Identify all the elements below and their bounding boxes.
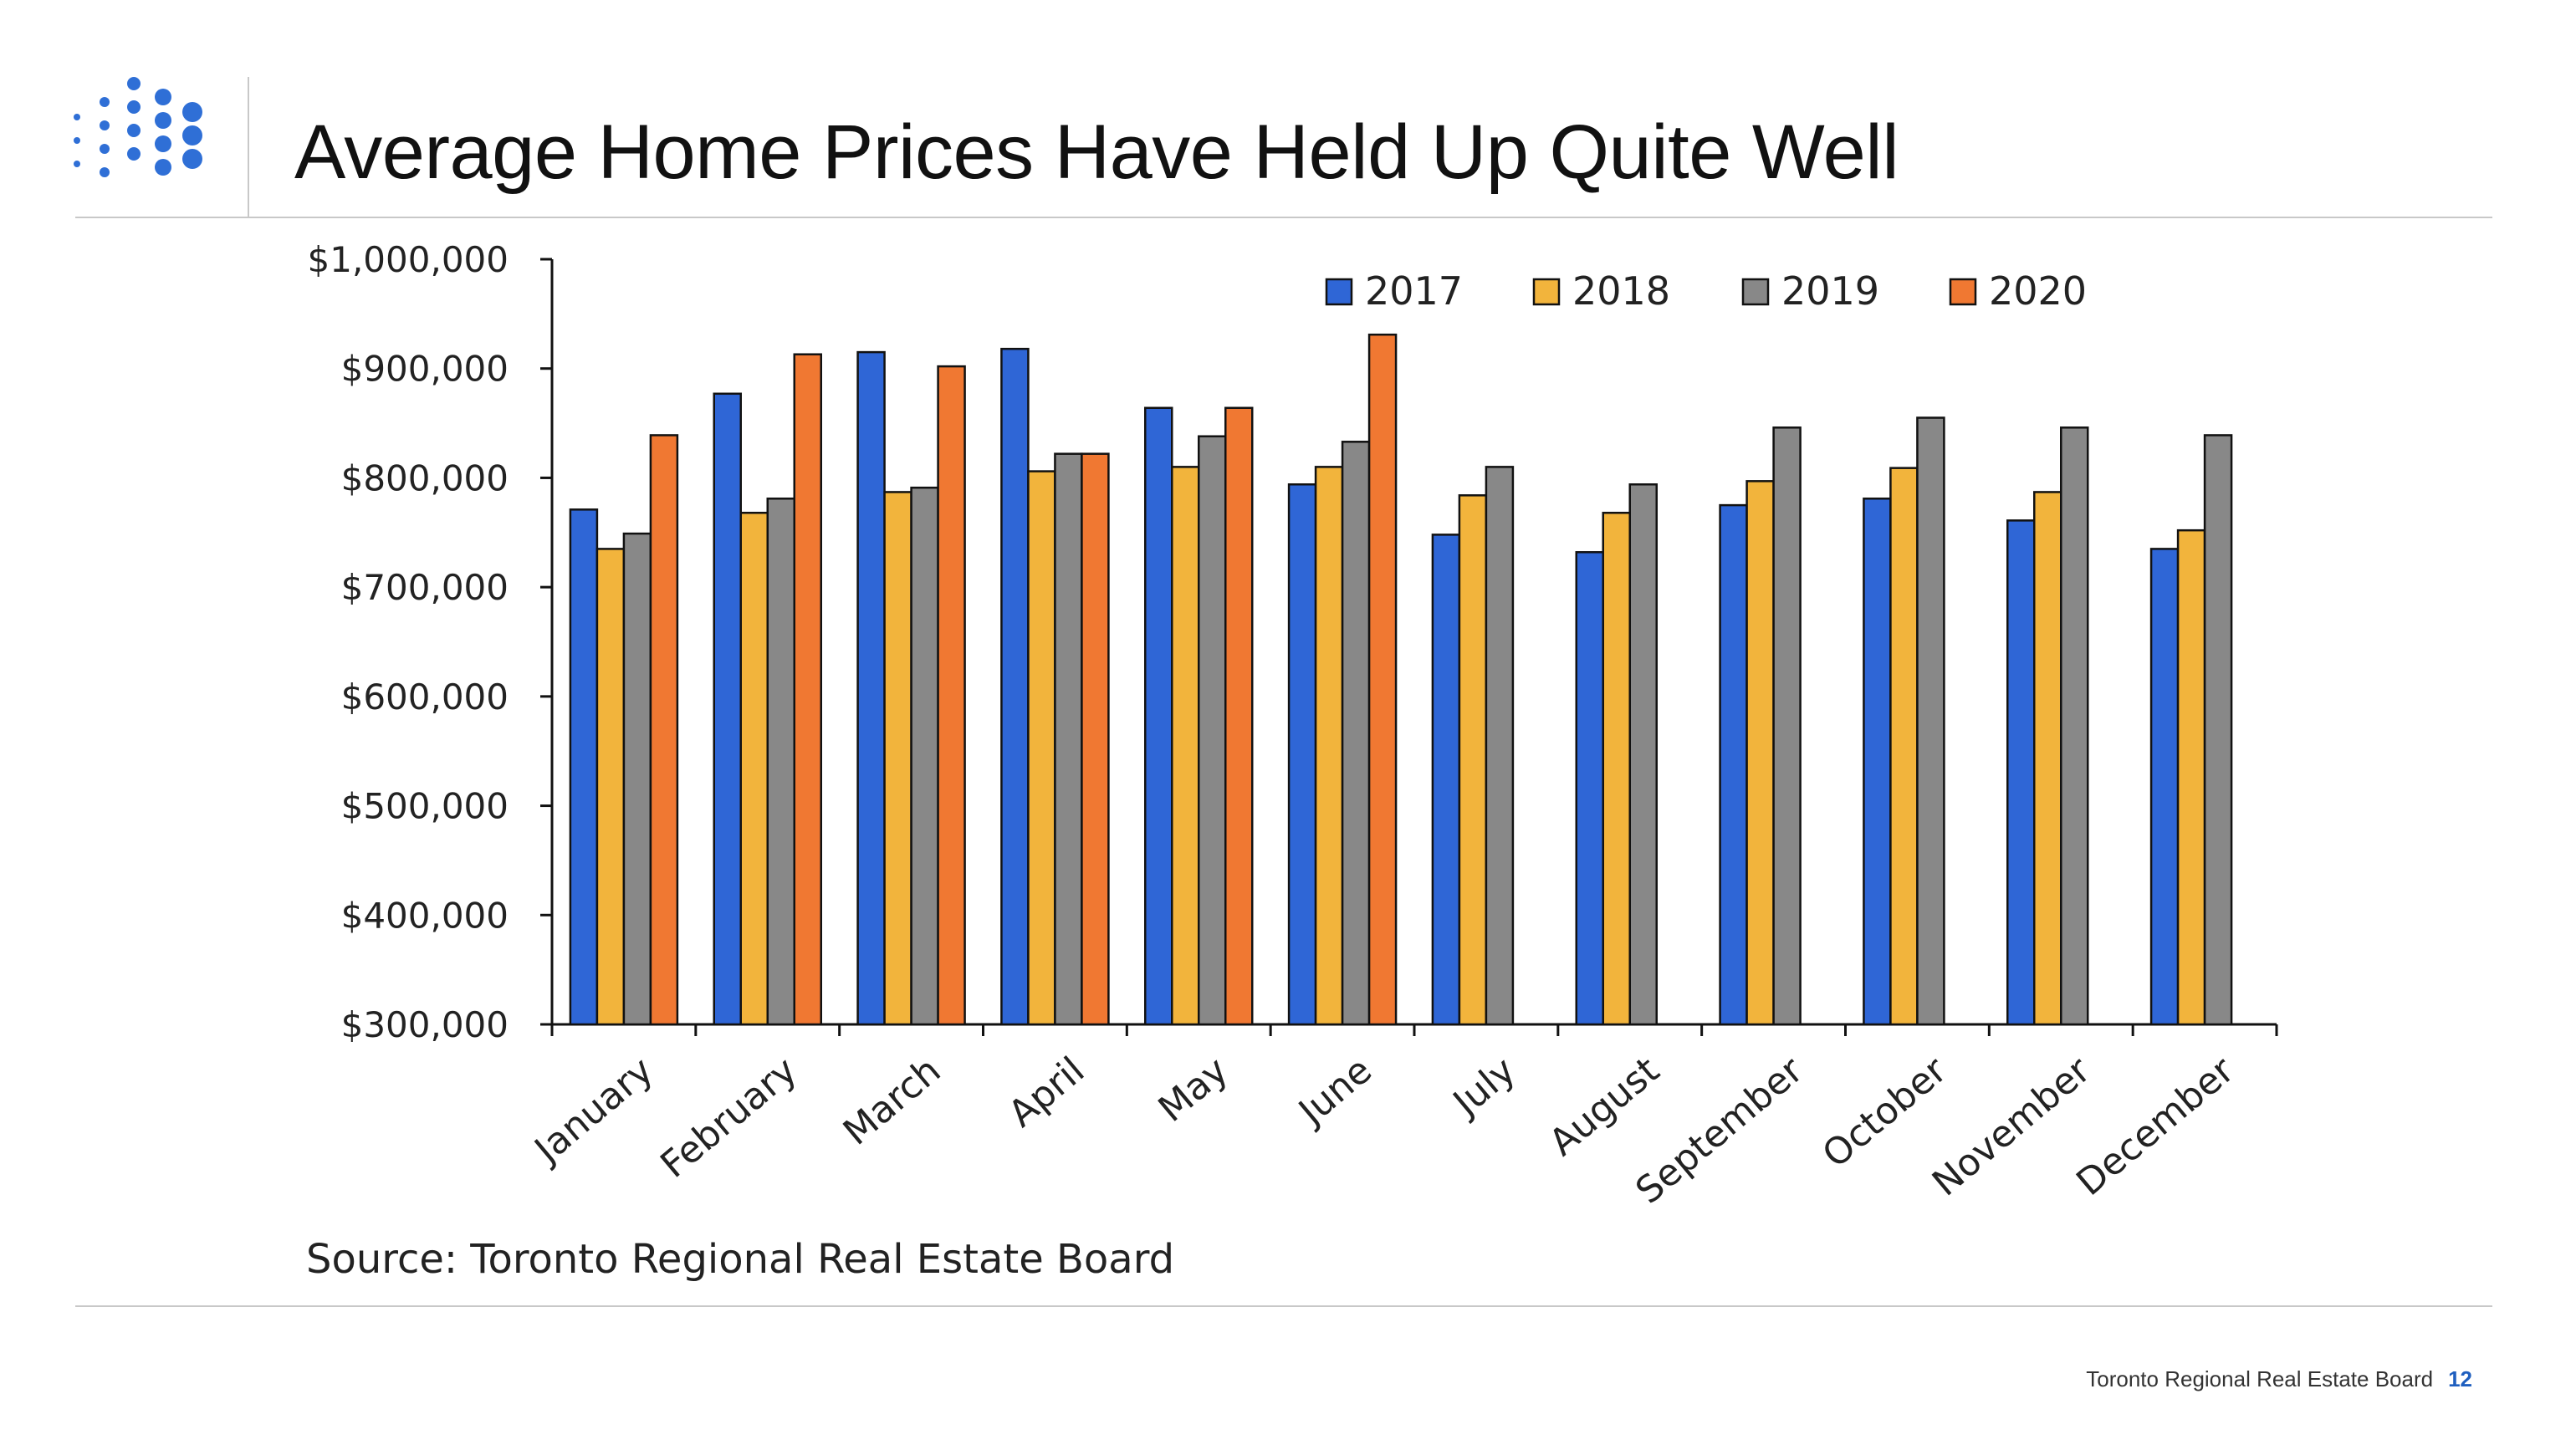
- x-tick-label: March: [836, 1049, 949, 1153]
- bar-2017-February: [713, 392, 742, 1026]
- logo-dot-1-0: [100, 97, 110, 107]
- legend-label-2017: 2017: [1365, 268, 1463, 314]
- bar-2019-October: [1916, 416, 1945, 1026]
- dot-grid-logo-icon: [74, 77, 202, 177]
- bar-2018-October: [1889, 467, 1919, 1026]
- bar-2017-May: [1144, 406, 1173, 1026]
- x-tick-label: November: [1924, 1049, 2099, 1205]
- bar-2020-March: [937, 365, 966, 1026]
- y-tick-label: $800,000: [341, 457, 509, 498]
- x-tick-label: February: [652, 1049, 805, 1186]
- bar-2017-December: [2149, 548, 2180, 1026]
- bar-2019-June: [1341, 441, 1371, 1026]
- bar-2018-December: [2176, 528, 2206, 1026]
- bar-2017-September: [1719, 503, 1748, 1026]
- y-tick-label: $600,000: [341, 677, 509, 717]
- x-tick-label: May: [1151, 1049, 1236, 1131]
- logo-dot-3-1: [155, 112, 171, 129]
- y-tick-label: $400,000: [341, 895, 509, 936]
- bar-2017-March: [856, 350, 886, 1026]
- legend-label-2019: 2019: [1781, 268, 1879, 314]
- bar-2017-November: [2006, 519, 2036, 1026]
- bar-2017-October: [1863, 498, 1892, 1026]
- logo-dot-4-0: [182, 102, 202, 122]
- source-note: Source: Toronto Regional Real Estate Boa…: [306, 1236, 1175, 1283]
- bar-2018-May: [1171, 466, 1200, 1026]
- legend-swatch-2019: [1741, 278, 1770, 306]
- bar-2019-March: [910, 486, 939, 1026]
- y-tick-label: $300,000: [341, 1004, 509, 1045]
- bar-2018-March: [883, 491, 912, 1026]
- bar-2019-December: [2203, 434, 2233, 1026]
- logo-dot-3-2: [155, 135, 171, 152]
- bar-2018-January: [595, 548, 626, 1026]
- bar-2018-April: [1027, 470, 1056, 1026]
- bar-2020-June: [1367, 333, 1398, 1026]
- bar-2019-April: [1054, 452, 1083, 1026]
- bar-2017-April: [1000, 347, 1030, 1026]
- bar-2019-September: [1772, 426, 1802, 1026]
- bar-2017-July: [1431, 534, 1461, 1026]
- footer-rule: [75, 1305, 2492, 1307]
- chart-bars: [569, 333, 2233, 1026]
- bar-2018-August: [1602, 512, 1631, 1026]
- x-tick-label: December: [2068, 1049, 2242, 1204]
- page-number: 12: [2448, 1366, 2472, 1391]
- y-tick-label: $700,000: [341, 567, 509, 608]
- bar-2018-July: [1458, 494, 1488, 1026]
- bar-2018-February: [739, 512, 769, 1026]
- logo-dot-0-0: [74, 114, 80, 120]
- logo-dot-1-2: [100, 144, 110, 154]
- x-tick-label: October: [1815, 1049, 1955, 1177]
- legend-swatch-2017: [1325, 278, 1353, 306]
- logo-dot-0-2: [74, 161, 80, 167]
- logo-dot-1-1: [100, 120, 110, 130]
- x-tick-label: July: [1444, 1049, 1524, 1126]
- x-tick-label: April: [1000, 1049, 1092, 1136]
- logo-dot-4-1: [182, 125, 202, 146]
- footer-org: Toronto Regional Real Estate Board: [2086, 1366, 2434, 1391]
- logo-dot-2-3: [127, 147, 141, 161]
- bar-2020-February: [793, 353, 822, 1026]
- logo-dot-1-3: [100, 167, 110, 177]
- bar-2019-November: [2060, 426, 2089, 1026]
- x-tick-label: January: [525, 1049, 662, 1172]
- title-divider: [248, 77, 249, 217]
- logo-dot-2-2: [127, 124, 141, 137]
- bar-2020-January: [649, 434, 679, 1026]
- logo-dot-2-0: [127, 77, 141, 90]
- chart-legend: 2017 2018 2019 2020: [1325, 268, 2087, 314]
- bar-2018-November: [2033, 491, 2062, 1026]
- x-tick-label: June: [1289, 1049, 1379, 1135]
- bar-2020-April: [1081, 452, 1110, 1026]
- bar-2019-February: [766, 498, 795, 1026]
- legend-swatch-2018: [1532, 278, 1561, 306]
- legend-swatch-2020: [1949, 278, 1977, 306]
- x-tick-label: August: [1541, 1049, 1668, 1164]
- y-tick-label: $900,000: [341, 349, 509, 390]
- legend-label-2018: 2018: [1572, 268, 1670, 314]
- bar-2020-May: [1224, 406, 1254, 1026]
- bar-2018-June: [1314, 466, 1344, 1026]
- legend-label-2020: 2020: [1989, 268, 2087, 314]
- logo-dot-3-0: [155, 89, 171, 105]
- y-tick-label: $500,000: [341, 786, 509, 827]
- bar-2018-September: [1745, 480, 1775, 1026]
- bar-2019-August: [1628, 483, 1658, 1026]
- header-rule: [75, 217, 2492, 218]
- y-tick-label: $1,000,000: [308, 239, 509, 280]
- logo-dot-3-3: [155, 159, 171, 176]
- logo-dot-2-1: [127, 100, 141, 114]
- bar-2019-July: [1485, 466, 1515, 1026]
- bar-2017-January: [569, 508, 599, 1026]
- logo-dot-4-2: [182, 149, 202, 169]
- bar-2019-May: [1198, 435, 1227, 1026]
- page-title: Average Home Prices Have Held Up Quite W…: [294, 110, 1899, 195]
- bar-2019-January: [622, 532, 652, 1026]
- bar-2017-June: [1287, 483, 1317, 1026]
- logo-dot-0-1: [74, 137, 80, 144]
- bar-2017-August: [1575, 551, 1604, 1026]
- footer: Toronto Regional Real Estate Board 12: [2086, 1366, 2472, 1392]
